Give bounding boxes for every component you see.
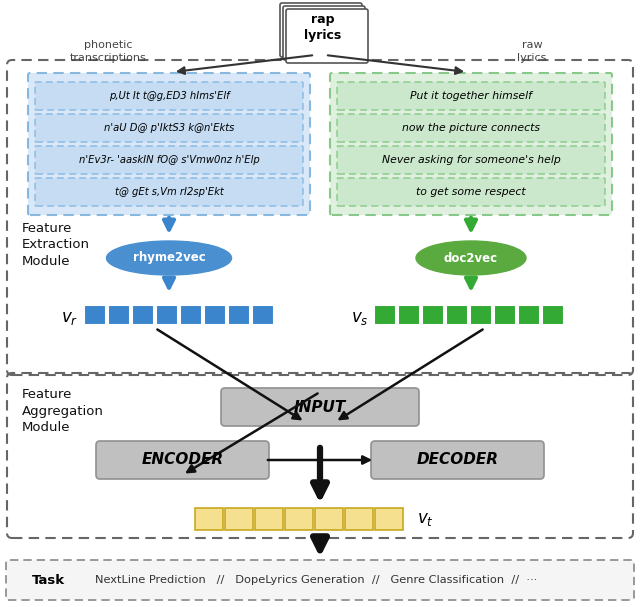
FancyBboxPatch shape <box>371 441 544 479</box>
Bar <box>252 305 274 325</box>
FancyBboxPatch shape <box>28 73 310 215</box>
Text: phonetic
transcriptions: phonetic transcriptions <box>70 40 147 63</box>
Ellipse shape <box>106 241 232 275</box>
Text: Task: Task <box>32 574 65 586</box>
Bar <box>542 305 564 325</box>
Text: now the picture connects: now the picture connects <box>402 123 540 133</box>
FancyBboxPatch shape <box>35 114 303 142</box>
Text: INPUT: INPUT <box>294 399 346 415</box>
Bar <box>315 508 343 530</box>
Bar <box>446 305 468 325</box>
Bar <box>84 305 106 325</box>
FancyBboxPatch shape <box>35 82 303 110</box>
Bar <box>345 508 373 530</box>
Text: rap
lyrics: rap lyrics <box>305 13 342 42</box>
Text: Never asking for someone's help: Never asking for someone's help <box>381 155 561 165</box>
Bar <box>375 508 403 530</box>
Text: Put it together himself: Put it together himself <box>410 91 532 101</box>
Text: $v_r$: $v_r$ <box>61 309 79 327</box>
Ellipse shape <box>416 241 526 275</box>
FancyBboxPatch shape <box>221 388 419 426</box>
Text: $v_s$: $v_s$ <box>351 309 369 327</box>
Text: ENCODER: ENCODER <box>141 452 223 467</box>
Bar <box>195 508 223 530</box>
Text: $v_t$: $v_t$ <box>417 510 434 528</box>
Bar <box>255 508 283 530</box>
Bar <box>422 305 444 325</box>
Text: rhyme2vec: rhyme2vec <box>132 251 205 265</box>
Text: Feature
Extraction
Module: Feature Extraction Module <box>22 222 90 268</box>
FancyBboxPatch shape <box>337 146 605 174</box>
Bar <box>156 305 178 325</box>
Bar <box>204 305 226 325</box>
Text: raw
lyrics: raw lyrics <box>517 40 547 63</box>
Bar <box>225 508 253 530</box>
Text: DECODER: DECODER <box>417 452 499 467</box>
FancyBboxPatch shape <box>280 3 362 57</box>
Bar <box>374 305 396 325</box>
Bar <box>132 305 154 325</box>
FancyBboxPatch shape <box>283 6 365 60</box>
FancyBboxPatch shape <box>337 114 605 142</box>
Bar <box>518 305 540 325</box>
FancyBboxPatch shape <box>337 178 605 206</box>
Text: n'Ev3r- 'aaskIN fO@ s'Vmw0nz h'Elp: n'Ev3r- 'aaskIN fO@ s'Vmw0nz h'Elp <box>79 155 259 165</box>
Bar <box>108 305 130 325</box>
Bar <box>228 305 250 325</box>
Bar <box>398 305 420 325</box>
Text: n'aU D@ p'IktS3 k@n'Ekts: n'aU D@ p'IktS3 k@n'Ekts <box>104 123 234 133</box>
Bar <box>470 305 492 325</box>
Bar <box>494 305 516 325</box>
FancyBboxPatch shape <box>330 73 612 215</box>
Bar <box>285 508 313 530</box>
Text: Feature
Aggregation
Module: Feature Aggregation Module <box>22 388 104 434</box>
Text: p,Ut It t@g,ED3 hIms'Elf: p,Ut It t@g,ED3 hIms'Elf <box>109 91 229 101</box>
Text: doc2vec: doc2vec <box>444 251 498 265</box>
FancyBboxPatch shape <box>35 178 303 206</box>
Bar <box>180 305 202 325</box>
FancyBboxPatch shape <box>6 560 634 600</box>
FancyBboxPatch shape <box>35 146 303 174</box>
Text: t@ gEt s,Vm rI2sp'Ekt: t@ gEt s,Vm rI2sp'Ekt <box>115 187 223 197</box>
Text: NextLine Prediction   //   DopeLyrics Generation  //   Genre Classification  // : NextLine Prediction // DopeLyrics Genera… <box>95 575 537 585</box>
FancyBboxPatch shape <box>96 441 269 479</box>
FancyBboxPatch shape <box>337 82 605 110</box>
Text: to get some respect: to get some respect <box>416 187 526 197</box>
FancyBboxPatch shape <box>286 9 368 63</box>
